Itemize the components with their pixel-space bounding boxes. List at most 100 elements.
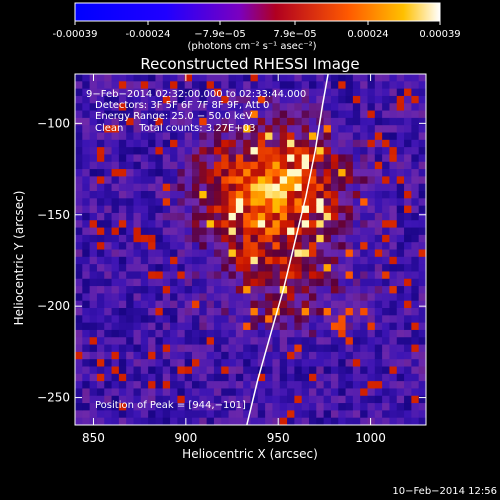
heatmap-cell bbox=[257, 74, 266, 82]
heatmap-cell bbox=[287, 315, 295, 324]
heatmap-cell bbox=[118, 322, 127, 331]
heatmap-cell bbox=[140, 139, 149, 148]
heatmap-cell bbox=[221, 278, 230, 287]
heatmap-cell bbox=[177, 169, 186, 177]
heatmap-cell bbox=[250, 403, 259, 411]
heatmap-cell bbox=[257, 322, 266, 331]
heatmap-cell bbox=[411, 132, 420, 141]
heatmap-cell bbox=[126, 403, 134, 411]
heatmap-cell bbox=[404, 74, 412, 82]
heatmap-cell bbox=[133, 322, 142, 331]
heatmap-cell bbox=[287, 227, 295, 236]
heatmap-cell bbox=[257, 110, 266, 119]
heatmap-cell bbox=[316, 300, 325, 309]
heatmap-cell bbox=[140, 176, 149, 185]
heatmap-cell bbox=[352, 373, 361, 382]
heatmap-cell bbox=[389, 169, 398, 177]
heatmap-cell bbox=[404, 359, 412, 367]
heatmap-cell bbox=[257, 344, 266, 353]
heatmap-cell bbox=[192, 205, 200, 214]
heatmap-cell bbox=[360, 205, 368, 214]
heatmap-cell bbox=[360, 264, 368, 272]
heatmap-cell bbox=[272, 132, 281, 141]
heatmap-cell bbox=[389, 227, 398, 236]
heatmap-cell bbox=[250, 351, 259, 360]
heatmap-cell bbox=[279, 278, 288, 287]
heatmap-cell bbox=[118, 315, 127, 324]
heatmap-cell bbox=[272, 293, 281, 302]
heatmap-cell bbox=[162, 95, 171, 104]
heatmap-cell bbox=[338, 329, 347, 338]
heatmap-cell bbox=[89, 344, 98, 353]
heatmap-cell bbox=[338, 125, 347, 133]
heatmap-cell bbox=[133, 308, 142, 316]
heatmap-cell bbox=[345, 74, 354, 82]
heatmap-cell bbox=[360, 227, 368, 236]
heatmap-cell bbox=[294, 293, 303, 302]
heatmap-cell bbox=[155, 256, 164, 265]
heatmap-cell bbox=[96, 212, 105, 221]
heatmap-cell bbox=[301, 417, 310, 425]
heatmap-cell bbox=[418, 403, 426, 411]
heatmap-cell bbox=[389, 139, 398, 148]
heatmap-cell bbox=[126, 81, 134, 90]
heatmap-cell bbox=[170, 271, 178, 280]
heatmap-cell bbox=[323, 212, 332, 221]
heatmap-cell bbox=[235, 329, 244, 338]
heatmap-cell bbox=[352, 125, 361, 133]
heatmap-cell bbox=[243, 286, 251, 294]
heatmap-cell bbox=[192, 329, 200, 338]
heatmap-cell bbox=[235, 395, 244, 404]
heatmap-cell bbox=[367, 125, 376, 133]
heatmap-cell bbox=[418, 220, 426, 229]
heatmap-cell bbox=[177, 256, 186, 265]
heatmap-cell bbox=[301, 373, 310, 382]
heatmap-cell bbox=[184, 359, 193, 367]
heatmap-cell bbox=[89, 388, 98, 397]
heatmap-cell bbox=[199, 103, 208, 112]
heatmap-cell bbox=[89, 139, 98, 148]
heatmap-cell bbox=[360, 220, 368, 229]
heatmap-cell bbox=[309, 381, 317, 389]
heatmap-cell bbox=[126, 220, 134, 229]
heatmap-cell bbox=[374, 278, 383, 287]
heatmap-cell bbox=[323, 88, 332, 97]
heatmap-cell bbox=[411, 395, 420, 404]
heatmap-cell bbox=[418, 176, 426, 185]
heatmap-cell bbox=[111, 234, 120, 243]
heatmap-cell bbox=[89, 234, 98, 243]
heatmap-cell bbox=[265, 103, 273, 112]
heatmap-cell bbox=[221, 198, 230, 207]
heatmap-cell bbox=[221, 132, 230, 141]
heatmap-cell bbox=[228, 322, 237, 331]
heatmap-cell bbox=[89, 183, 98, 192]
heatmap-cell bbox=[192, 139, 200, 148]
heatmap-cell bbox=[170, 169, 178, 177]
heatmap-cell bbox=[177, 183, 186, 192]
heatmap-cell bbox=[82, 161, 91, 170]
heatmap-cell bbox=[148, 191, 156, 199]
heatmap-cell bbox=[170, 403, 178, 411]
heatmap-cell bbox=[360, 139, 368, 148]
heatmap-cell bbox=[199, 308, 208, 316]
heatmap-cell bbox=[206, 139, 215, 148]
heatmap-cell bbox=[243, 191, 251, 199]
heatmap-cell bbox=[104, 256, 113, 265]
heatmap-cell bbox=[374, 286, 383, 294]
heatmap-cell bbox=[316, 147, 325, 155]
heatmap-cell bbox=[228, 117, 237, 126]
heatmap-cell bbox=[177, 300, 186, 309]
heatmap-cell bbox=[140, 366, 149, 375]
heatmap-cell bbox=[389, 329, 398, 338]
heatmap-cell bbox=[170, 388, 178, 397]
heatmap-cell bbox=[199, 88, 208, 97]
heatmap-cell bbox=[323, 117, 332, 126]
heatmap-cell bbox=[126, 176, 134, 185]
heatmap-cell bbox=[75, 95, 83, 104]
heatmap-cell bbox=[265, 147, 273, 155]
heatmap-cell bbox=[294, 344, 303, 353]
heatmap-cell bbox=[330, 395, 339, 404]
heatmap-cell bbox=[287, 359, 295, 367]
heatmap-cell bbox=[301, 351, 310, 360]
heatmap-cell bbox=[228, 191, 237, 199]
